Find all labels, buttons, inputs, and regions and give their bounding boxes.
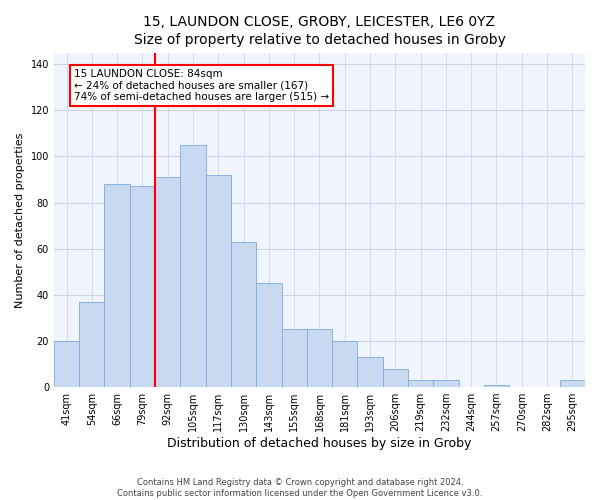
Bar xyxy=(332,341,358,387)
Bar xyxy=(484,385,509,387)
Bar xyxy=(54,341,79,387)
Bar xyxy=(560,380,585,387)
Bar xyxy=(256,284,281,387)
Text: Contains HM Land Registry data © Crown copyright and database right 2024.
Contai: Contains HM Land Registry data © Crown c… xyxy=(118,478,482,498)
Text: 15 LAUNDON CLOSE: 84sqm
← 24% of detached houses are smaller (167)
74% of semi-d: 15 LAUNDON CLOSE: 84sqm ← 24% of detache… xyxy=(74,69,329,102)
Bar xyxy=(206,175,231,387)
Title: 15, LAUNDON CLOSE, GROBY, LEICESTER, LE6 0YZ
Size of property relative to detach: 15, LAUNDON CLOSE, GROBY, LEICESTER, LE6… xyxy=(134,15,505,48)
Bar xyxy=(281,330,307,387)
Bar xyxy=(231,242,256,387)
Bar xyxy=(408,380,433,387)
Bar xyxy=(130,186,155,387)
Bar xyxy=(433,380,458,387)
Bar xyxy=(358,357,383,387)
Y-axis label: Number of detached properties: Number of detached properties xyxy=(15,132,25,308)
Bar xyxy=(104,184,130,387)
Bar xyxy=(79,302,104,387)
Bar xyxy=(383,368,408,387)
X-axis label: Distribution of detached houses by size in Groby: Distribution of detached houses by size … xyxy=(167,437,472,450)
Bar xyxy=(307,330,332,387)
Bar xyxy=(181,145,206,387)
Bar xyxy=(155,177,181,387)
